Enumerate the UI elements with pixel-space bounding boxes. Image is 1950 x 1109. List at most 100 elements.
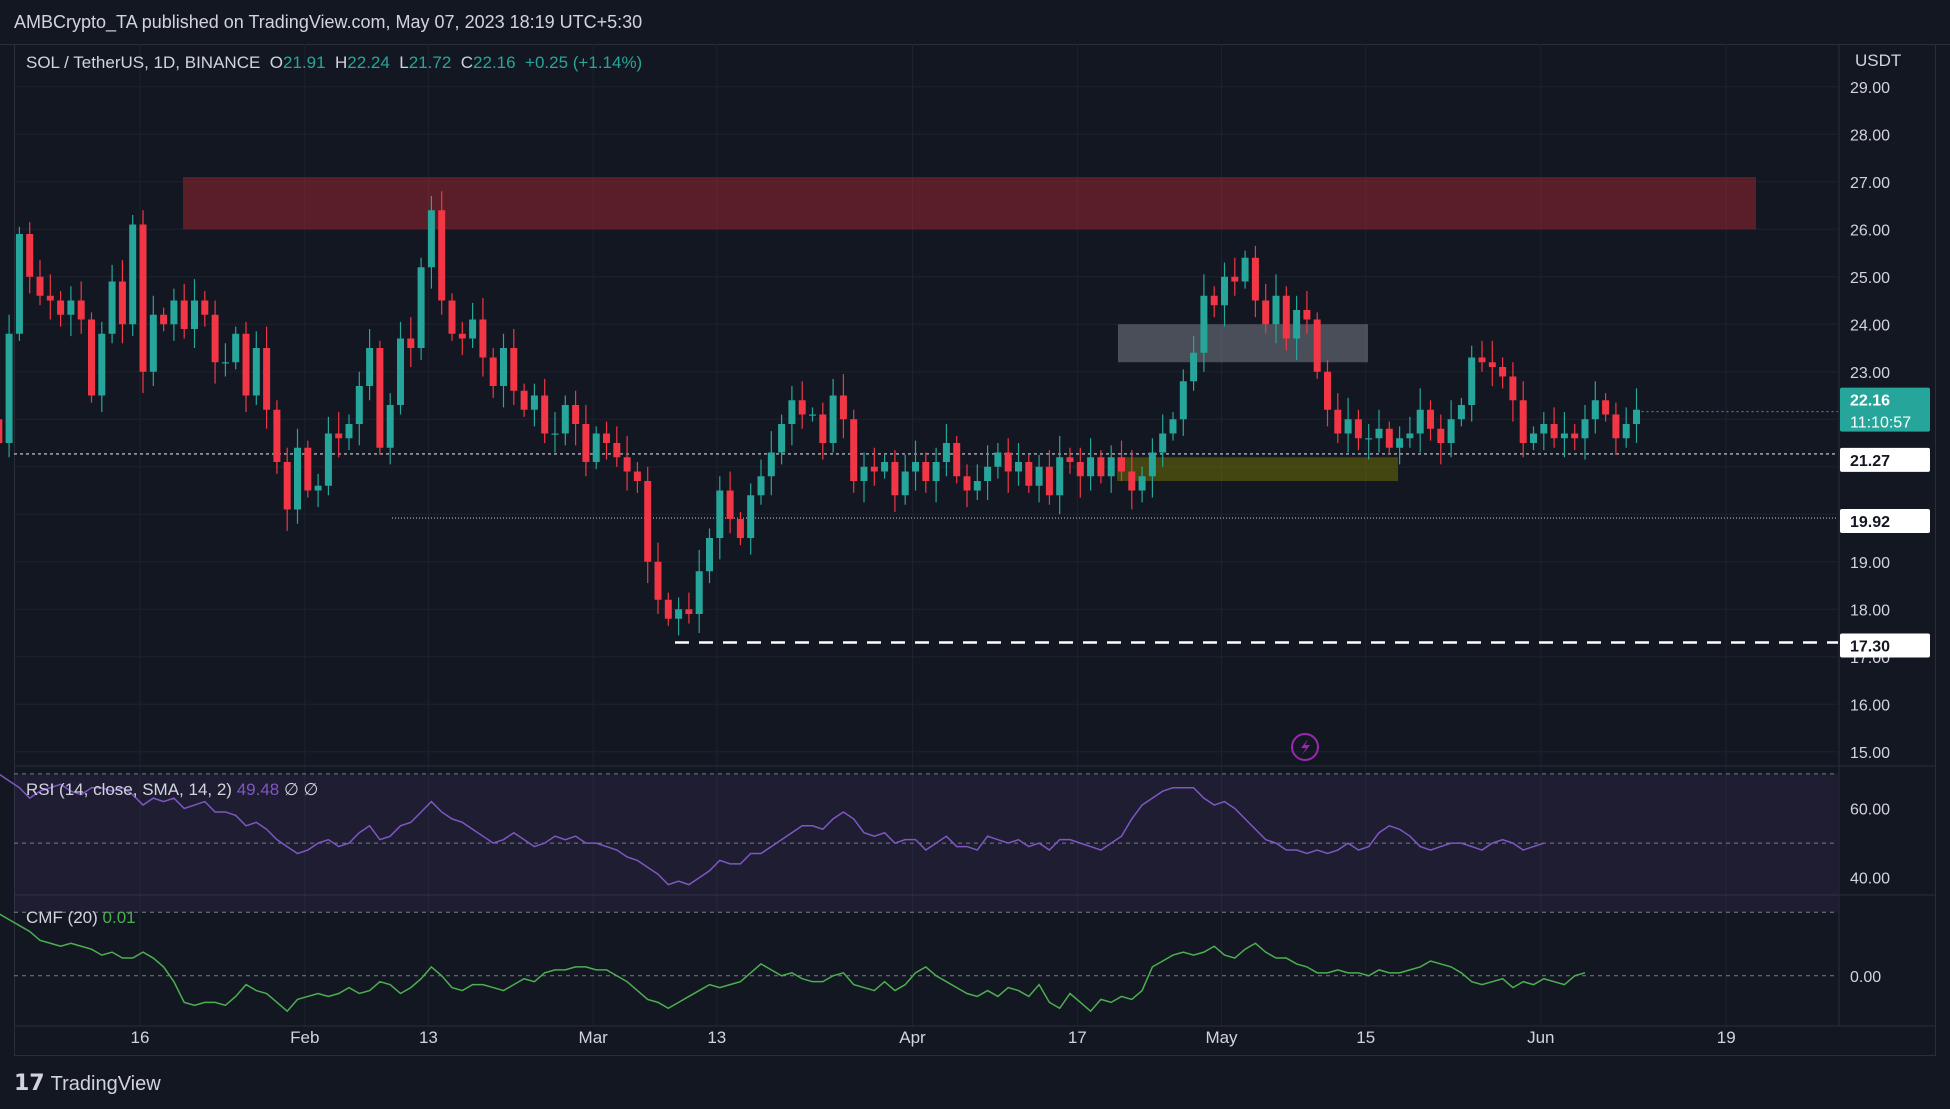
candle-body <box>1550 424 1558 439</box>
candle-body <box>582 424 590 462</box>
candle-body <box>5 333 13 443</box>
time-tick-label: 16 <box>131 1028 150 1047</box>
candle-body <box>1375 428 1383 439</box>
candle-body <box>1025 462 1033 486</box>
candle-body <box>448 300 456 334</box>
time-tick-label: Mar <box>579 1028 609 1047</box>
candle-body <box>695 571 703 614</box>
tradingview-logo[interactable]: 𝟭𝟳 TradingView <box>14 1070 161 1096</box>
level-badge-21-27-bg <box>1840 447 1930 472</box>
candle-body <box>427 210 435 268</box>
candle-body <box>1221 276 1228 306</box>
candle-body <box>1581 419 1589 439</box>
candle-body <box>747 495 755 538</box>
candle-body <box>572 405 580 424</box>
rsi-extra: ∅ ∅ <box>283 780 319 799</box>
cmf-value: 0.01 <box>102 908 136 927</box>
price-tick-label: 16.00 <box>1850 697 1890 714</box>
candle-body <box>1354 419 1362 439</box>
time-tick-label: Jun <box>1527 1028 1554 1047</box>
candle-body <box>1334 409 1342 434</box>
candle-body <box>520 390 528 410</box>
candle-body <box>1179 381 1187 420</box>
low-value: 21.72 <box>408 53 452 72</box>
event-lightning-icon <box>1291 733 1319 761</box>
candle-body <box>726 490 734 519</box>
candle-body <box>1231 276 1239 282</box>
candle-body <box>263 348 271 410</box>
candle-body <box>850 419 858 481</box>
candle-body <box>438 210 446 301</box>
time-tick-label: 13 <box>419 1028 438 1047</box>
candle-body <box>839 395 847 420</box>
close-label: C <box>460 53 474 72</box>
candle-body <box>561 405 569 434</box>
candle-body <box>1097 457 1105 477</box>
high-value: 22.24 <box>347 53 390 72</box>
candle-body <box>458 333 466 339</box>
last-price-badge-countdown: 11:10:57 <box>1850 415 1911 432</box>
candle-body <box>1190 352 1198 382</box>
candle-body <box>530 395 538 410</box>
price-tick-label: 15.00 <box>1850 745 1890 762</box>
candle-body <box>1303 310 1311 320</box>
candle-body <box>798 400 806 415</box>
candle-body <box>129 224 137 325</box>
rsi-tick-label: 40.00 <box>1850 871 1890 888</box>
candle-body <box>1427 409 1434 429</box>
candle-body <box>685 609 693 614</box>
candle-body <box>1602 400 1610 415</box>
low-label: L <box>399 53 409 72</box>
candle-body <box>1499 367 1507 377</box>
candle-body <box>1066 457 1074 462</box>
candle-body <box>324 433 332 486</box>
candle-body <box>644 481 652 562</box>
candle-body <box>1406 433 1414 439</box>
candle-body <box>1530 433 1537 443</box>
candle-body <box>232 333 240 363</box>
candle-body <box>180 300 188 329</box>
candle-body <box>160 314 168 325</box>
level-badge-21-27: 21.27 <box>1850 453 1890 470</box>
candle-body <box>1045 466 1053 496</box>
time-tick-label: May <box>1205 1028 1238 1047</box>
level-badge-17-30-bg <box>1840 633 1930 658</box>
candle-body <box>1107 457 1115 477</box>
rsi-legend[interactable]: RSI (14, close, SMA, 14, 2) 49.48 ∅ ∅ <box>26 780 318 800</box>
candle-body <box>592 433 600 462</box>
candle-body <box>36 276 44 296</box>
candle-body <box>922 462 930 481</box>
price-tick-label: 19.00 <box>1850 555 1890 572</box>
candle-body <box>294 447 301 510</box>
price-tick-label: 28.00 <box>1850 127 1890 144</box>
candle-body <box>1396 438 1404 448</box>
candle-body <box>1591 400 1599 420</box>
candle-body <box>1612 414 1620 439</box>
level-badge-19-92: 19.92 <box>1850 514 1890 531</box>
candle-body <box>1313 319 1321 372</box>
price-tick-label: 24.00 <box>1850 317 1890 334</box>
candle-body <box>942 443 950 462</box>
price-tick-label: 23.00 <box>1850 365 1890 382</box>
candle-body <box>1004 452 1012 472</box>
candle-body <box>953 443 961 477</box>
candle-body <box>603 433 610 443</box>
price-tick-label: 26.00 <box>1850 222 1890 239</box>
candle-body <box>283 462 291 510</box>
cmf-legend[interactable]: CMF (20) 0.01 <box>26 908 136 928</box>
chart-frame <box>14 44 1936 1056</box>
candle-body <box>1076 462 1084 477</box>
symbol-legend[interactable]: SOL / TetherUS, 1D, BINANCE O21.91 H22.2… <box>26 53 642 73</box>
candle-body <box>1148 452 1156 477</box>
currency-label: USDT <box>1855 51 1902 70</box>
candle-body <box>26 234 34 277</box>
candle-body <box>1015 462 1022 472</box>
time-tick-label: 15 <box>1356 1028 1375 1047</box>
candle-body <box>1035 466 1043 486</box>
candle-body <box>170 300 178 325</box>
candle-body <box>46 295 54 301</box>
candle-body <box>1365 438 1373 440</box>
candle-body <box>366 348 374 386</box>
candle-body <box>1324 371 1331 410</box>
